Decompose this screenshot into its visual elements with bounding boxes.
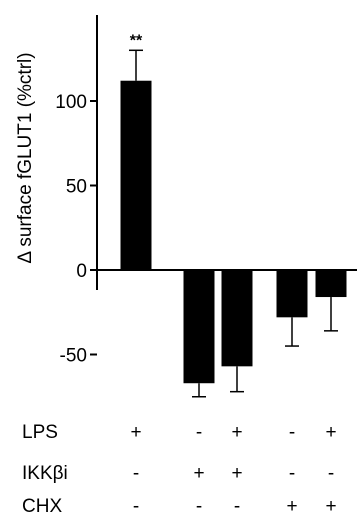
y-tick-label: -50 bbox=[60, 346, 87, 367]
treatment-label: IKKβi bbox=[22, 463, 68, 484]
treatment-mark: + bbox=[325, 422, 336, 443]
treatment-label: LPS bbox=[22, 422, 58, 443]
bar bbox=[221, 270, 253, 367]
treatment-mark: - bbox=[289, 463, 295, 484]
y-tick-label: 0 bbox=[76, 261, 87, 282]
bar bbox=[276, 270, 308, 318]
treatment-mark: + bbox=[130, 422, 141, 443]
bar bbox=[315, 270, 347, 298]
treatment-mark: + bbox=[286, 496, 297, 517]
bar bbox=[183, 270, 215, 384]
significance-label: ** bbox=[130, 32, 143, 49]
treatment-mark: - bbox=[133, 496, 139, 517]
y-tick-label: 100 bbox=[55, 92, 87, 113]
treatment-mark: - bbox=[133, 463, 139, 484]
bar bbox=[120, 80, 152, 270]
treatment-mark: + bbox=[325, 496, 336, 517]
treatment-mark: + bbox=[231, 422, 242, 443]
treatment-mark: - bbox=[289, 422, 295, 443]
treatment-mark: - bbox=[328, 463, 334, 484]
bars bbox=[120, 49, 347, 398]
treatment-mark: - bbox=[234, 496, 240, 517]
treatment-mark: - bbox=[196, 422, 202, 443]
treatment-mark: + bbox=[193, 463, 204, 484]
y-axis-title: Δ surface fGLUT1 (%ctrl) bbox=[15, 52, 36, 263]
treatment-label: CHX bbox=[22, 496, 62, 517]
treatment-mark: + bbox=[231, 463, 242, 484]
y-tick-label: 50 bbox=[66, 177, 87, 198]
treatment-mark: - bbox=[196, 496, 202, 517]
labels: -50 0 50 100 ** LPS + - + - + IKKβi - + + - - CHX - - - + + bbox=[22, 32, 337, 517]
